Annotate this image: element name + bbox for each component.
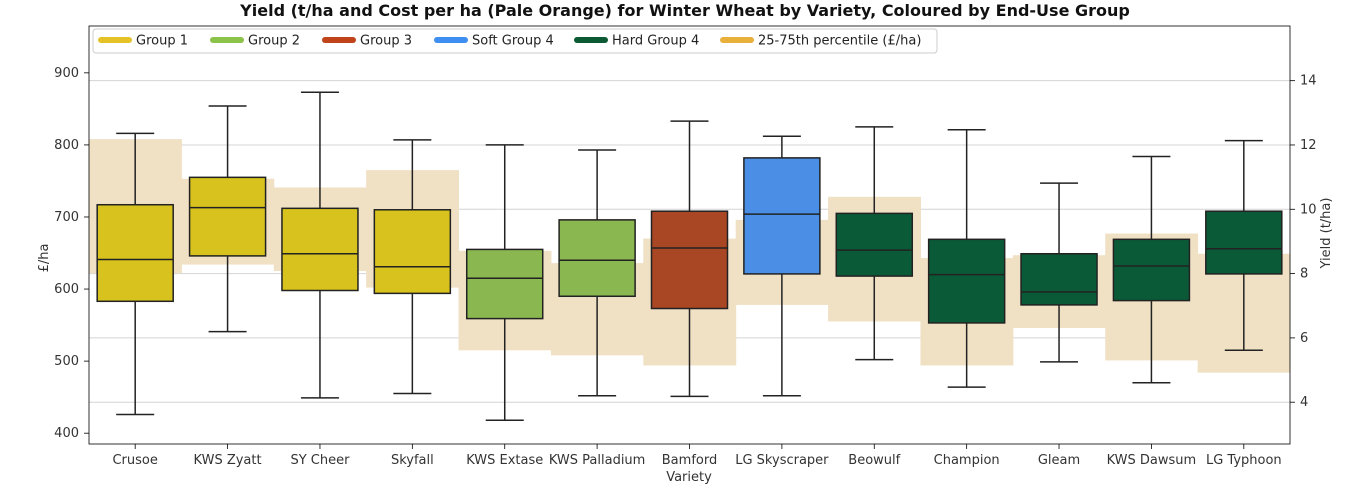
box-sy-cheer: [281, 91, 359, 399]
legend-label: Soft Group 4: [472, 34, 554, 49]
box-iqr: [835, 212, 914, 277]
legend-label: Hard Group 4: [612, 34, 699, 49]
chart-title: Yield (t/ha and Cost per ha (Pale Orange…: [239, 1, 1130, 20]
box-iqr: [1205, 210, 1283, 275]
x-tick-label: LG Skyscraper: [735, 453, 829, 468]
y-tick-label-right: 4: [1300, 395, 1308, 410]
legend-item-soft-group-4: Soft Group 4: [434, 34, 554, 49]
box-iqr: [281, 207, 359, 292]
box-iqr: [1112, 238, 1191, 302]
axes: 400 500 600 700 800 900 4 6 8 10 12 14 Crusoe KWS Zya…: [54, 66, 1316, 468]
y-tick-label-right: 6: [1300, 331, 1308, 346]
x-tick-label: KWS Extase: [466, 453, 543, 468]
box-iqr: [927, 238, 1006, 324]
box-iqr: [650, 210, 729, 310]
box-iqr: [558, 219, 636, 298]
box-lg-typhoon: [1205, 139, 1283, 352]
legend-label: Group 3: [360, 34, 412, 49]
y-axis-label-left: £/ha: [37, 244, 52, 273]
x-tick-label: Beowulf: [848, 453, 900, 468]
box-bamford: [650, 120, 729, 398]
y-tick-label-right: 10: [1300, 202, 1317, 217]
legend-label: Group 2: [248, 34, 300, 49]
box-beowulf: [835, 126, 914, 361]
legend-label: Group 1: [136, 34, 188, 49]
box-gleam: [1020, 182, 1098, 363]
x-tick-label: LG Typhoon: [1206, 453, 1282, 468]
box-iqr: [96, 203, 174, 303]
legend-item-group-3: Group 3: [322, 34, 412, 49]
box-iqr: [1020, 252, 1098, 306]
y-tick-label-left: 900: [54, 66, 79, 81]
x-tick-label: Gleam: [1038, 453, 1080, 468]
legend[interactable]: Group 1 Group 2 Group 3 Soft Group 4 Hard Gr…: [92, 28, 938, 54]
legend-item-group-1: Group 1: [98, 34, 188, 49]
y-tick-label-left: 700: [54, 210, 79, 225]
legend-item-25-75th-percentile-ha: 25-75th percentile (£/ha): [720, 34, 921, 49]
box-crusoe: [96, 132, 174, 416]
box-lg-skyscraper: [743, 135, 821, 397]
yield-boxes: [96, 91, 1283, 421]
y-tick-label-left: 500: [54, 354, 79, 369]
x-tick-label: Champion: [934, 453, 1000, 468]
legend-frame: [92, 28, 938, 54]
x-tick-label: KWS Zyatt: [194, 453, 262, 468]
y-tick-label-right: 8: [1300, 267, 1308, 282]
legend-label: 25-75th percentile (£/ha): [758, 34, 921, 49]
x-tick-label: SY Cheer: [290, 453, 350, 468]
x-tick-label: Crusoe: [112, 453, 157, 468]
box-iqr: [188, 176, 267, 257]
box-skyfall: [373, 139, 452, 395]
legend-item-group-2: Group 2: [210, 34, 300, 49]
box-champion: [927, 129, 1006, 388]
box-kws-zyatt: [188, 105, 267, 333]
x-tick-label: Skyfall: [391, 453, 434, 468]
box-kws-palladium: [558, 149, 636, 397]
box-kws-dawsum: [1112, 155, 1191, 384]
x-tick-label: Bamford: [662, 453, 717, 468]
x-tick-label: KWS Palladium: [549, 453, 645, 468]
y-tick-label-left: 800: [54, 138, 79, 153]
x-tick-label: KWS Dawsum: [1107, 453, 1197, 468]
y-tick-label-left: 600: [54, 282, 79, 297]
box-iqr: [465, 248, 544, 320]
y-tick-label-left: 400: [54, 426, 79, 441]
legend-item-hard-group-4: Hard Group 4: [574, 34, 699, 49]
x-axis-label: Variety: [666, 470, 712, 485]
y-axis-label-right: Yield (t/ha): [1319, 198, 1334, 270]
y-tick-label-right: 14: [1300, 74, 1317, 89]
y-tick-label-right: 12: [1300, 138, 1317, 153]
box-kws-extase: [465, 144, 544, 421]
box-iqr: [373, 209, 452, 295]
box-iqr: [743, 157, 821, 275]
